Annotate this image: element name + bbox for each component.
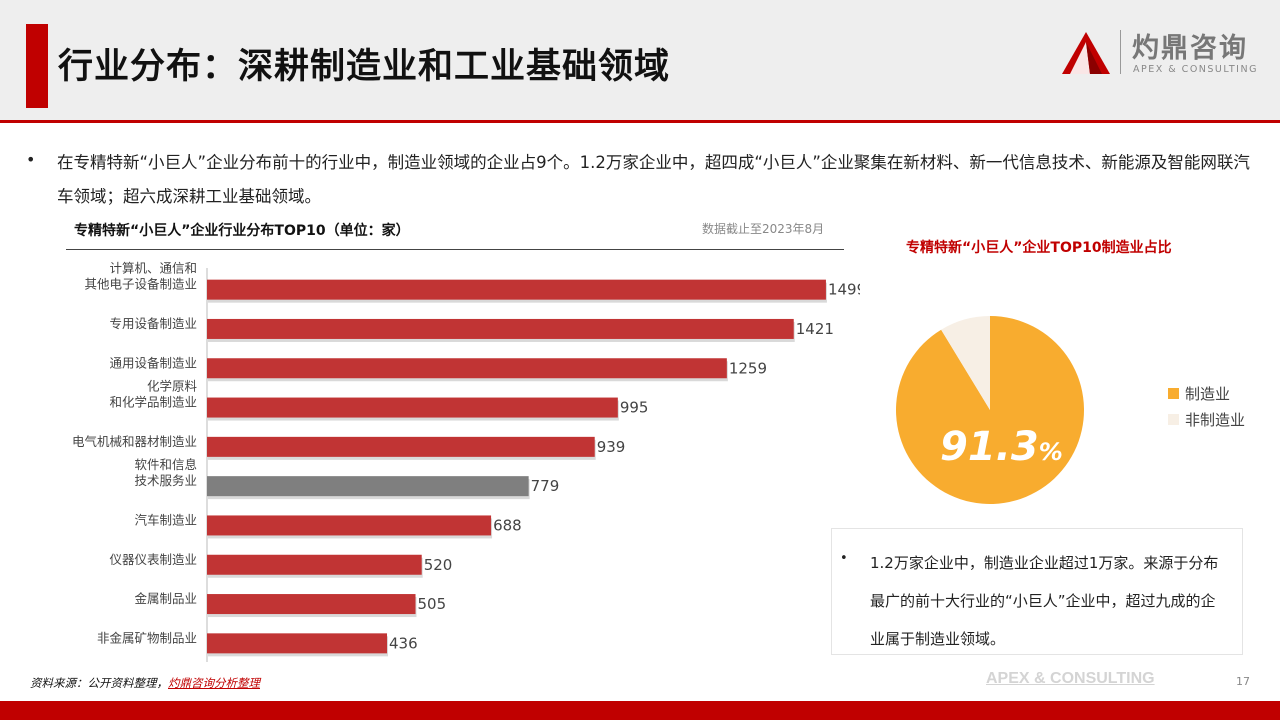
brand-logo: 灼鼎咨询 APEX & CONSULTING — [1060, 26, 1265, 82]
legend-swatch-manufacturing — [1168, 387, 1179, 399]
bar-category-label: 技术服务业 — [134, 473, 197, 488]
bar-category-label: 非金属矿物制品业 — [97, 630, 197, 645]
bar-category-label: 仪器仪表制造业 — [109, 552, 197, 567]
page-title: 行业分布：深耕制造业和工业基础领域 — [58, 47, 671, 87]
bar — [207, 279, 826, 300]
title-accent-bar — [26, 24, 48, 108]
bar-value-label: 688 — [493, 516, 522, 534]
legend-label-non-manufacturing: 非制造业 — [1185, 410, 1246, 429]
bar-chart-date-note: 数据截止至2023年8月 — [702, 222, 825, 236]
bar-value-label: 505 — [418, 595, 447, 613]
legend-item-manufacturing: 制造业 — [1168, 380, 1245, 406]
bar-category-label: 专用设备制造业 — [109, 316, 197, 331]
bar — [207, 358, 727, 379]
bar — [207, 633, 388, 654]
bar-category-label: 电气机械和器材制造业 — [72, 434, 197, 449]
source-link[interactable]: 灼鼎咨询分析整理 — [168, 676, 260, 690]
header-band — [0, 0, 1280, 120]
logo-divider — [1120, 30, 1121, 74]
bar — [207, 554, 422, 575]
bar-category-label: 通用设备制造业 — [109, 355, 197, 370]
bar-category-label: 和化学品制造业 — [109, 395, 197, 410]
bar — [207, 476, 529, 497]
pie-legend: 制造业 非制造业 — [1168, 380, 1245, 432]
legend-item-non-manufacturing: 非制造业 — [1168, 406, 1245, 432]
footer-brand-link[interactable]: APEX & CONSULTING — [986, 670, 1155, 687]
bar-category-label: 计算机、通信和 — [109, 261, 197, 276]
summary-note-text: 1.2万家企业中，制造业企业超过1万家。来源于分布最广的前十大行业的“小巨人”企… — [870, 554, 1219, 648]
pie-slice — [941, 316, 990, 410]
legend-label-manufacturing: 制造业 — [1185, 384, 1231, 403]
bar-value-label: 520 — [424, 556, 453, 574]
bar-category-label: 化学原料 — [147, 379, 198, 394]
bar — [207, 594, 416, 615]
logo-english-name: APEX & CONSULTING — [1133, 64, 1258, 75]
header-divider — [0, 120, 1280, 123]
bar-value-label: 1499 — [828, 281, 860, 299]
logo-triangle-icon — [1062, 32, 1110, 74]
bar — [207, 515, 492, 536]
bar-category-label: 汽车制造业 — [134, 512, 197, 527]
bar-value-label: 939 — [597, 438, 626, 456]
pie-percent-unit: % — [1038, 438, 1063, 466]
intro-paragraph: 在专精特新“小巨人”企业分布前十的行业中，制造业领域的企业占9个。1.2万家企业… — [57, 153, 1250, 206]
bar-value-label: 1421 — [796, 320, 834, 338]
footer-band — [0, 701, 1280, 720]
bar-value-label: 436 — [389, 634, 418, 652]
bar-chart-title: 专精特新“小巨人”企业行业分布TOP10（单位：家） — [74, 223, 410, 239]
source-prefix: 资料来源：公开资料整理， — [30, 676, 168, 690]
bar-value-label: 995 — [620, 399, 649, 417]
bar-value-label: 779 — [531, 477, 560, 495]
logo-chinese-name: 灼鼎咨询 — [1132, 33, 1248, 64]
note-bullet: • — [840, 551, 848, 566]
bar-category-label: 软件和信息 — [134, 457, 197, 472]
bar-chart-title-rule — [66, 249, 844, 250]
bar — [207, 397, 618, 418]
bar — [207, 318, 794, 339]
source-citation: 资料来源：公开资料整理，灼鼎咨询分析整理 — [30, 675, 260, 691]
bar — [207, 436, 595, 457]
pie-chart-title: 专精特新“小巨人”企业TOP10制造业占比 — [906, 240, 1172, 256]
bar-category-label: 金属制品业 — [134, 591, 197, 606]
summary-note-box: • 1.2万家企业中，制造业企业超过1万家。来源于分布最广的前十大行业的“小巨人… — [831, 528, 1243, 655]
intro-bullet: • — [26, 150, 36, 169]
bar-value-label: 1259 — [729, 359, 767, 377]
manufacturing-pie-chart — [896, 316, 1084, 504]
pie-percent-label: 91.3% — [940, 424, 1063, 470]
bar-category-label: 其他电子设备制造业 — [84, 277, 197, 292]
page-number: 17 — [1236, 675, 1250, 688]
legend-swatch-non-manufacturing — [1168, 413, 1179, 425]
pie-percent-value: 91.3 — [940, 424, 1039, 470]
